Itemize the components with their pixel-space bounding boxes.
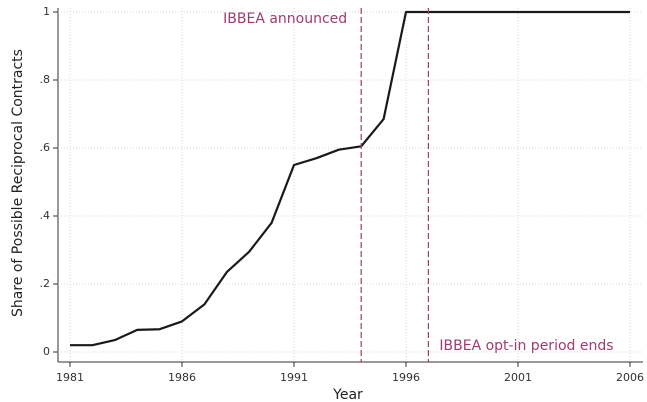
y-tick-label: .2 [40, 277, 51, 290]
y-tick-label: 1 [43, 5, 50, 18]
x-tick-label: 1986 [168, 371, 196, 384]
y-tick-label: .6 [40, 141, 51, 154]
y-tick-label: .8 [40, 73, 51, 86]
y-tick-label: 0 [43, 345, 50, 358]
x-tick-label: 1981 [56, 371, 84, 384]
annotation: IBBEA announced [223, 11, 347, 27]
x-tick-label: 2001 [504, 371, 532, 384]
y-tick-label: .4 [40, 209, 51, 222]
data-line [70, 10, 630, 347]
annotation: IBBEA opt-in period ends [439, 338, 613, 354]
x-tick-label: 2006 [616, 371, 644, 384]
x-tick-label: 1991 [280, 371, 308, 384]
x-axis-title: Year [332, 387, 363, 402]
y-axis-title: Share of Possible Reciprocal Contracts [10, 49, 26, 317]
x-tick-label: 1996 [392, 371, 420, 384]
